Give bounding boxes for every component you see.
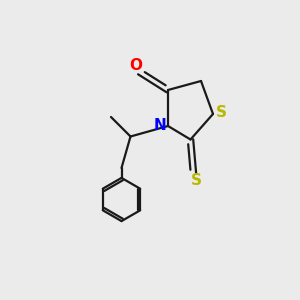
Text: S: S: [191, 173, 202, 188]
Text: N: N: [153, 118, 166, 134]
Text: S: S: [216, 105, 227, 120]
Text: O: O: [129, 58, 142, 74]
